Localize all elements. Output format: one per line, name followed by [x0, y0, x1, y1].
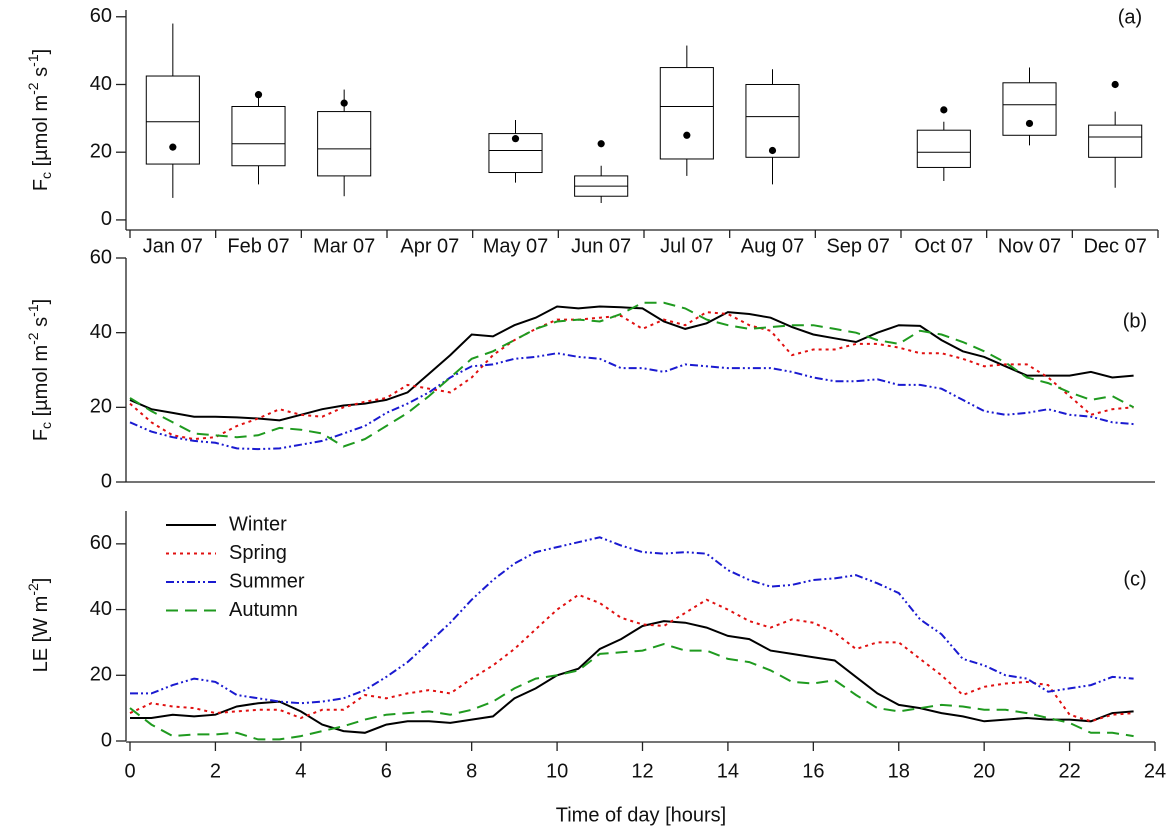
- x-tick-label: 2: [210, 760, 221, 782]
- label-part: -2: [25, 82, 41, 95]
- x-tick-label: 10: [546, 760, 568, 782]
- label-part: c: [38, 172, 54, 179]
- x-tick-label: Dec 07: [1083, 235, 1146, 257]
- box: [145, 75, 200, 165]
- y-tick-label: 40: [90, 598, 112, 620]
- x-tick-label: Mar 07: [313, 235, 375, 257]
- x-tick-label: 20: [973, 760, 995, 782]
- x-tick-label: 16: [802, 760, 824, 782]
- x-tick-label: 22: [1058, 760, 1080, 782]
- panel-label: (b): [1123, 310, 1147, 332]
- legend-label: Spring: [229, 542, 287, 564]
- mean-dot: [340, 99, 348, 107]
- x-tick-label: Jun 07: [571, 235, 631, 257]
- label-part: s: [30, 67, 52, 83]
- x-tick-label: 24: [1144, 760, 1166, 782]
- x-tick-label: Sep 07: [826, 235, 889, 257]
- y-tick-label: 20: [90, 140, 112, 162]
- box: [231, 105, 286, 167]
- x-tick-label: Oct 07: [914, 235, 973, 257]
- x-tick-label: 0: [124, 760, 135, 782]
- mean-dot: [169, 143, 177, 151]
- series-line: [129, 643, 1134, 741]
- box: [659, 67, 714, 160]
- y-tick-label: 40: [90, 321, 112, 343]
- label-part: F: [30, 179, 52, 191]
- x-tick-label: 14: [717, 760, 739, 782]
- mean-dot: [768, 146, 777, 155]
- x-tick-label: Aug 07: [741, 235, 804, 257]
- y-tick-label: 0: [101, 470, 112, 492]
- box: [1088, 124, 1143, 158]
- mean-dot: [597, 140, 605, 148]
- x-tick-label: Apr 07: [400, 235, 459, 257]
- mean-dot: [511, 135, 520, 143]
- box: [916, 129, 971, 168]
- series-line: [130, 536, 1134, 705]
- x-tick-label: 8: [466, 760, 477, 782]
- mean-dot: [1025, 119, 1034, 128]
- label-part: [µmol m: [30, 345, 52, 422]
- y-tick-label: 60: [90, 532, 112, 554]
- label-part: c: [38, 422, 54, 429]
- label-part: [µmol m: [30, 95, 52, 172]
- x-axis-label: Time of day [hours]: [556, 804, 726, 826]
- mean-dot: [254, 91, 263, 99]
- label-part: -1: [25, 54, 41, 67]
- box: [317, 111, 372, 177]
- y-axis-label: Fc [µmol m-2 s-1]: [25, 299, 54, 441]
- label-part: -2: [25, 332, 41, 345]
- label-part: s: [30, 317, 52, 333]
- mean-dot: [1111, 80, 1119, 89]
- x-tick-label: Jan 07: [143, 235, 203, 257]
- x-tick-label: Feb 07: [227, 235, 289, 257]
- legend-label: Summer: [229, 570, 305, 592]
- y-tick-label: 20: [90, 396, 112, 418]
- mean-dot: [683, 131, 691, 139]
- mean-dot: [940, 106, 948, 114]
- y-axis-label: Fc [µmol m-2 s-1]: [25, 49, 54, 191]
- label-part: ]: [30, 49, 52, 55]
- legend-label: Winter: [229, 513, 287, 535]
- x-tick-label: Jul 07: [660, 235, 713, 257]
- panel-label: (a): [1118, 6, 1142, 28]
- series-line: [129, 593, 1134, 723]
- series-line: [129, 311, 1134, 441]
- legend-label: Autumn: [229, 599, 298, 621]
- label-part: F: [30, 429, 52, 441]
- x-tick-label: 18: [888, 760, 910, 782]
- y-tick-label: 40: [90, 73, 112, 95]
- x-tick-label: 12: [631, 760, 653, 782]
- y-tick-label: 0: [101, 729, 112, 751]
- y-tick-label: 60: [90, 5, 112, 27]
- series-line: [130, 620, 1134, 734]
- y-axis-label: LE [W m-2]: [25, 578, 53, 673]
- x-tick-label: 6: [381, 760, 392, 782]
- y-tick-label: 0: [101, 208, 112, 230]
- label-part: -1: [25, 304, 41, 317]
- panel-label: (c): [1123, 568, 1146, 590]
- series-line: [129, 305, 1134, 422]
- x-tick-label: 4: [295, 760, 306, 782]
- series-line: [129, 352, 1134, 451]
- series-line: [129, 301, 1135, 448]
- x-tick-label: Nov 07: [998, 235, 1061, 257]
- box: [745, 83, 800, 158]
- y-tick-label: 60: [90, 246, 112, 268]
- y-tick-label: 20: [90, 664, 112, 686]
- box: [1002, 82, 1057, 136]
- label-part: LE [W m: [30, 596, 52, 673]
- label-part: ]: [30, 578, 52, 584]
- label-part: ]: [30, 299, 52, 305]
- x-tick-label: May 07: [483, 235, 549, 257]
- label-part: -2: [25, 583, 41, 596]
